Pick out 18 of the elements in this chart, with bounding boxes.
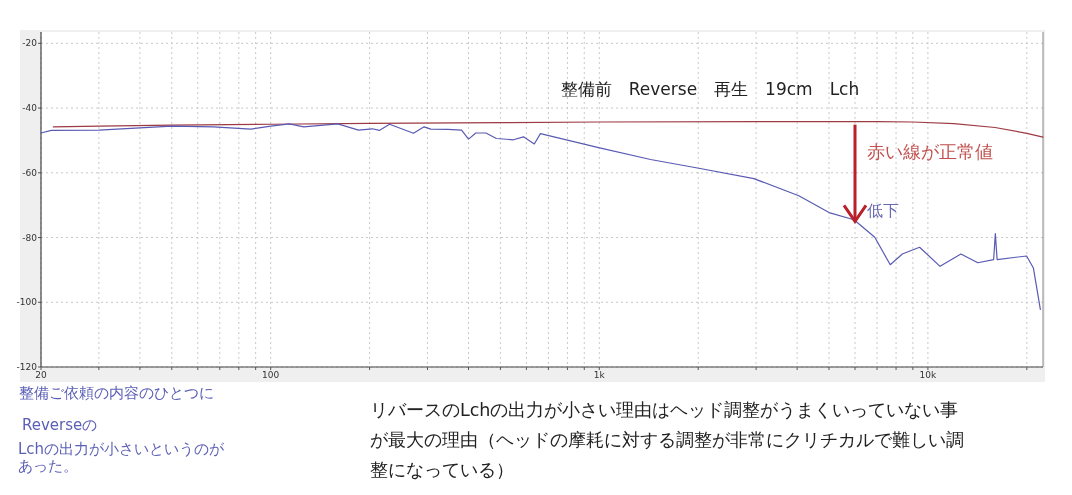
x-tick-label: 100 [262, 370, 280, 380]
y-tick-label: -80 [22, 232, 38, 243]
y-tick-label: -60 [22, 167, 38, 178]
y-tick-label: -100 [16, 297, 38, 308]
text: Lchの出力が小さいというのが [18, 440, 225, 459]
text: リバースのLchの出力が小さい理由はヘッド調整がうまくいっていない事が最大の理由（ヘッドの摩耗に対する調整が非常にクリチカルで難しい調整になっている） [370, 399, 965, 482]
y-tick-label: -40 [22, 103, 38, 114]
y-tick-label: -120 [16, 362, 38, 372]
y-tick-label: -20 [22, 38, 38, 49]
x-tick-label: 10k [919, 370, 938, 380]
annotation: 赤い線が正常値 [867, 139, 993, 164]
x-tick-label: 20 [35, 370, 47, 380]
text: 整備ご依頼の内容のひとつに [19, 384, 214, 403]
annotation: 低下 [867, 201, 899, 221]
x-tick-label: 1k [593, 370, 606, 380]
text: あった。 [18, 457, 78, 476]
text: Reverseの [22, 416, 98, 435]
text: 整備前 Reverse 再生 19cm Lch [560, 79, 860, 99]
